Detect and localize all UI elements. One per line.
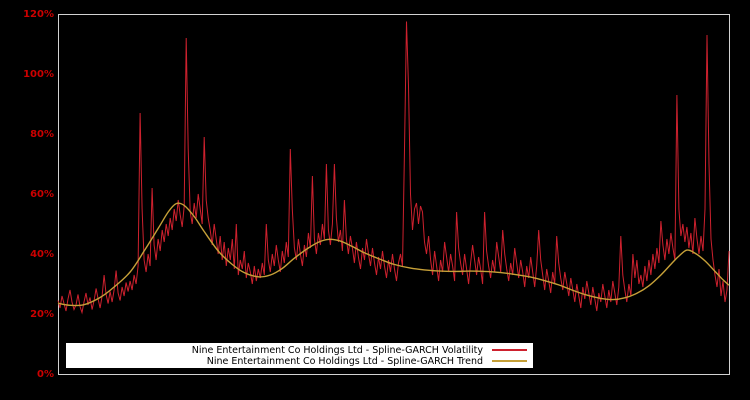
legend-line-sample-trend bbox=[492, 360, 527, 362]
y-tick-label: 40% bbox=[30, 248, 54, 260]
volatility-line-series bbox=[57, 21, 730, 315]
legend-label-volatility: Nine Entertainment Co Holdings Ltd - Spl… bbox=[191, 344, 483, 356]
y-tick-label: 80% bbox=[30, 128, 54, 140]
legend: Nine Entertainment Co Holdings Ltd - Spl… bbox=[66, 343, 533, 368]
legend-row-volatility: Nine Entertainment Co Holdings Ltd - Spl… bbox=[66, 345, 533, 356]
legend-row-trend: Nine Entertainment Co Holdings Ltd - Spl… bbox=[66, 356, 533, 367]
y-tick-label: 60% bbox=[30, 188, 54, 200]
y-tick-label: 100% bbox=[23, 68, 54, 80]
legend-line-sample-volatility bbox=[492, 349, 527, 351]
y-tick-label: 20% bbox=[30, 308, 54, 320]
y-tick-label: 120% bbox=[23, 8, 54, 20]
plot-border bbox=[58, 14, 730, 375]
legend-label-trend: Nine Entertainment Co Holdings Ltd - Spl… bbox=[206, 355, 483, 367]
trend-line-series bbox=[57, 202, 730, 307]
y-tick-label: 0% bbox=[37, 368, 54, 380]
